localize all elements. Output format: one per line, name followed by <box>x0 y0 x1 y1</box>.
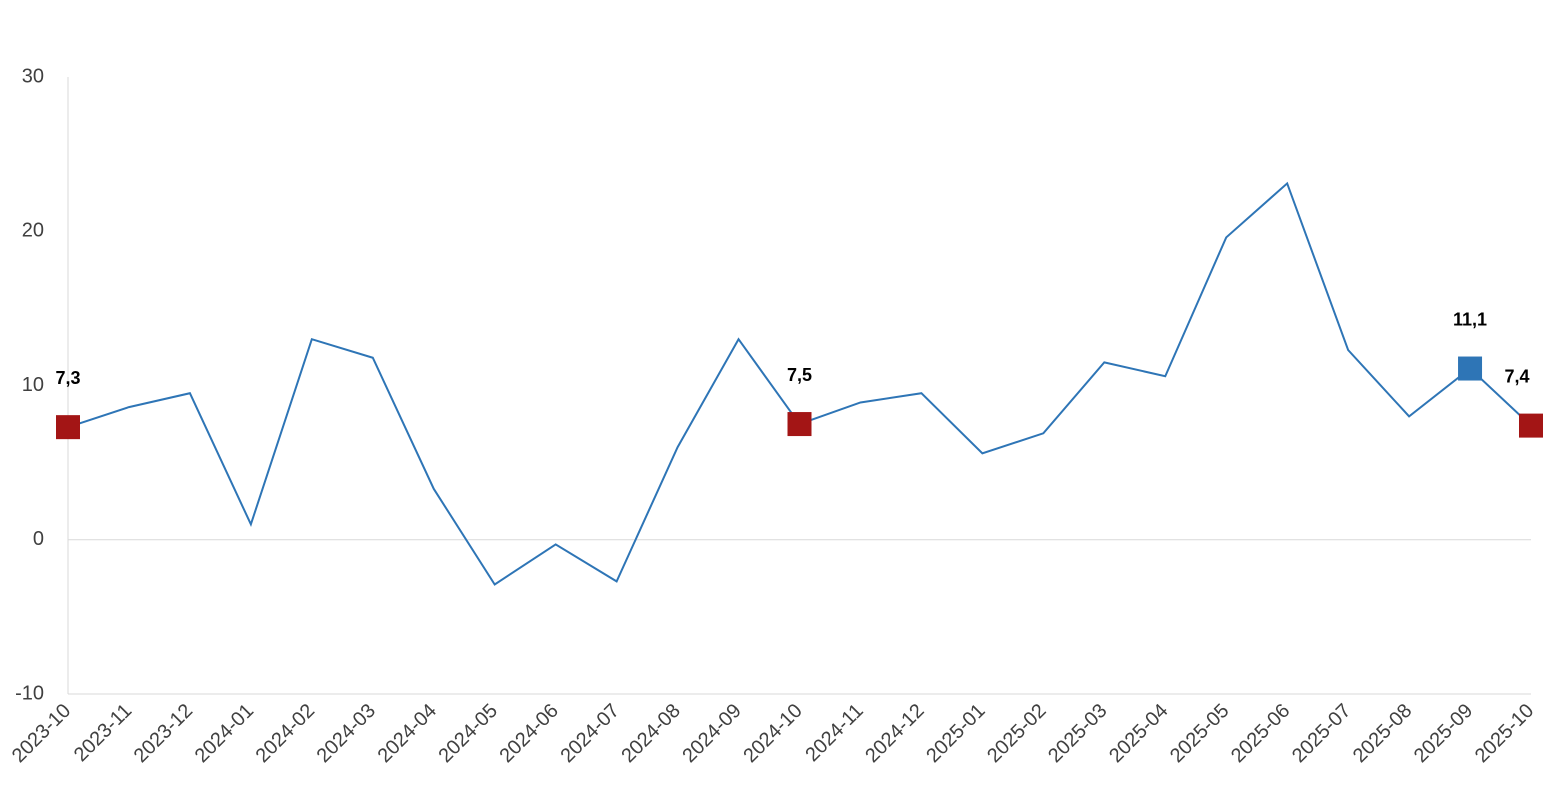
x-tick-label: 2024-07 <box>556 700 623 767</box>
x-tick-label: 2025-08 <box>1349 700 1416 767</box>
x-tick-label: 2024-08 <box>617 700 684 767</box>
x-tick-label: 2025-09 <box>1410 700 1477 767</box>
point-marker <box>56 415 80 440</box>
x-tick-label: 2025-07 <box>1288 700 1355 767</box>
y-tick-label: 0 <box>33 528 44 550</box>
y-tick-label: 10 <box>22 374 44 396</box>
x-tick-label: 2024-04 <box>374 700 441 767</box>
x-tick-label: 2023-10 <box>8 700 75 767</box>
x-tick-label: 2024-03 <box>313 700 380 767</box>
point-marker <box>787 412 812 437</box>
point-marker <box>1458 356 1483 381</box>
x-tick-label: 2024-06 <box>495 700 562 767</box>
y-tick-label: 20 <box>22 220 44 242</box>
value-label: 7,5 <box>787 365 812 385</box>
x-tick-label: 2024-10 <box>739 700 806 767</box>
x-tick-label: 2025-03 <box>1044 700 1111 767</box>
x-tick-label: 2024-09 <box>678 700 745 767</box>
y-tick-label: 30 <box>22 65 44 87</box>
x-tick-label: 2025-01 <box>922 700 989 767</box>
x-tick-label: 2025-02 <box>983 700 1050 767</box>
x-tick-label: 2025-10 <box>1471 700 1538 767</box>
x-tick-label: 2024-12 <box>861 700 928 767</box>
x-tick-label: 2024-01 <box>191 700 258 767</box>
x-tick-label: 2023-12 <box>130 700 197 767</box>
x-tick-label: 2024-11 <box>801 700 867 766</box>
x-tick-label: 2025-06 <box>1227 700 1294 767</box>
x-tick-label: 2025-05 <box>1166 700 1233 767</box>
x-tick-label: 2023-11 <box>70 700 136 766</box>
y-tick-label: -10 <box>15 682 44 704</box>
point-marker <box>1519 413 1543 438</box>
x-tick-label: 2024-02 <box>252 700 319 767</box>
x-tick-label: 2025-04 <box>1105 700 1172 767</box>
value-label: 11,1 <box>1453 309 1487 329</box>
value-label: 7,4 <box>1504 366 1529 386</box>
x-tick-label: 2024-05 <box>435 700 502 767</box>
value-label: 7,3 <box>55 368 80 388</box>
